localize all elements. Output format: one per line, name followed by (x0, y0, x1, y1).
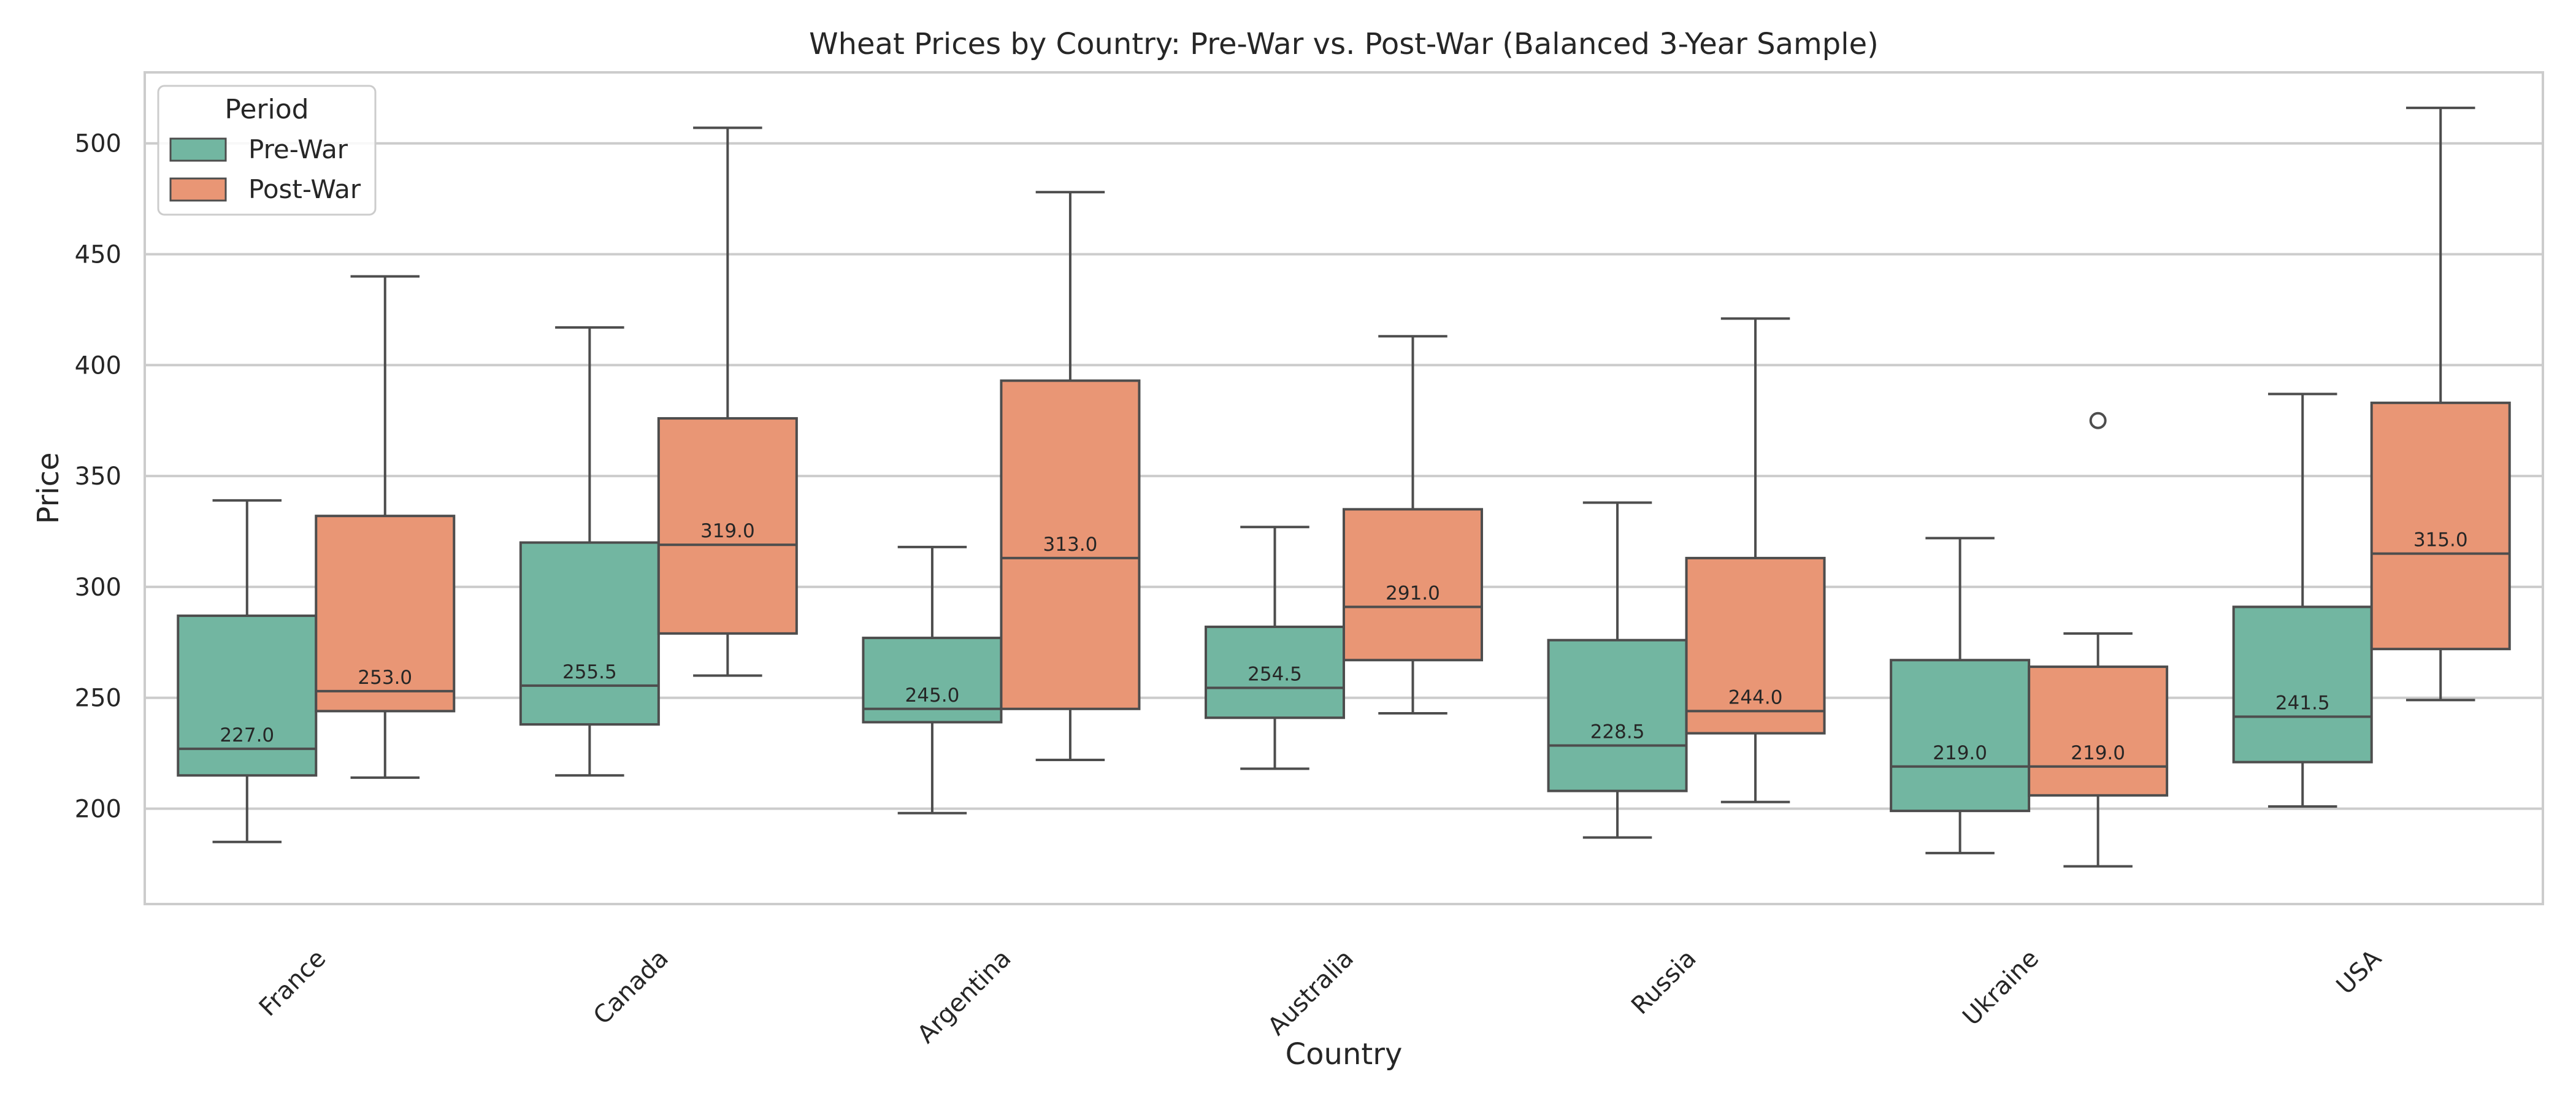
x-axis-label: Country (1286, 1037, 1403, 1071)
boxes-layer: 227.0 255.5 245.0 254.5 228.5 219.0 241.5 253.0… (177, 106, 2511, 868)
box-france-post-war: 253.0 (315, 275, 456, 779)
legend-swatch-post-war (169, 177, 227, 202)
median-label: 313.0 (1043, 534, 1098, 556)
box-iqr (1000, 379, 1141, 710)
median-label: 228.5 (1590, 721, 1645, 743)
x-tick-label-argentina: Argentina (912, 945, 1017, 1049)
box-usa-post-war: 315.0 (2370, 106, 2511, 702)
box-iqr (1343, 508, 1483, 662)
box-iqr (2232, 605, 2373, 764)
x-tick-label-usa: USA (2331, 944, 2388, 1000)
median-label: 227.0 (220, 724, 274, 746)
box-iqr (1685, 556, 1826, 735)
legend-swatch-pre-war (169, 137, 227, 162)
box-australia-pre-war: 254.5 (1205, 526, 1345, 770)
chart-title: Wheat Prices by Country: Pre-War vs. Pos… (809, 27, 1879, 61)
median-label: 315.0 (2413, 529, 2468, 551)
median-label: 244.0 (1728, 686, 1783, 708)
box-australia-post-war: 291.0 (1343, 335, 1483, 715)
y-tick-label-350: 350 (75, 462, 121, 491)
box-russia-post-war: 244.0 (1685, 317, 1826, 803)
median-label: 319.0 (700, 520, 755, 542)
box-ukraine-post-war: 219.0 (2028, 412, 2169, 868)
median-label: 255.5 (562, 661, 617, 683)
median-label: 219.0 (1933, 742, 1987, 764)
box-argentina-post-war: 313.0 (1000, 191, 1141, 761)
y-tick-label-450: 450 (75, 241, 121, 269)
box-usa-pre-war: 241.5 (2232, 393, 2373, 808)
median-label: 253.0 (358, 667, 412, 689)
y-tick-label-400: 400 (75, 351, 121, 380)
box-canada-post-war: 319.0 (657, 126, 798, 677)
y-tick-label-200: 200 (75, 795, 121, 824)
box-iqr (519, 541, 660, 726)
x-tick-label-canada: Canada (588, 945, 674, 1030)
box-iqr (1205, 626, 1345, 719)
legend-title: Period (224, 94, 309, 125)
median-label: 254.5 (1248, 663, 1302, 685)
box-russia-pre-war: 228.5 (1547, 501, 1688, 839)
median-label: 245.0 (905, 684, 960, 707)
median-label: 219.0 (2071, 742, 2125, 764)
outlier-point (2089, 412, 2107, 429)
x-tick-label-australia: Australia (1262, 945, 1359, 1041)
y-tick-label-500: 500 (75, 130, 121, 158)
box-iqr (657, 417, 798, 635)
plot-area-frame (144, 71, 2544, 905)
box-iqr (177, 614, 318, 777)
box-france-pre-war: 227.0 (177, 499, 318, 843)
legend-label-pre-war: Pre-War (248, 134, 348, 164)
legend: Period Pre-War Post-War (157, 85, 377, 216)
box-iqr (315, 515, 456, 713)
median-label: 291.0 (1386, 582, 1440, 604)
box-iqr (2370, 401, 2511, 651)
box-canada-pre-war: 255.5 (519, 326, 660, 777)
x-tick-label-france: France (254, 945, 332, 1022)
box-iqr (1547, 638, 1688, 792)
box-iqr (2028, 665, 2169, 797)
box-iqr (1890, 659, 2031, 813)
y-tick-label-250: 250 (75, 684, 121, 713)
box-ukraine-pre-war: 219.0 (1890, 537, 2031, 854)
legend-label-post-war: Post-War (248, 174, 361, 204)
y-tick-label-300: 300 (75, 573, 121, 602)
x-tick-label-russia: Russia (1626, 945, 1702, 1021)
box-argentina-pre-war: 245.0 (862, 545, 1003, 815)
y-axis-label: Price (31, 452, 66, 524)
x-tick-label-ukraine: Ukraine (1957, 945, 2044, 1032)
median-label: 241.5 (2275, 692, 2330, 714)
